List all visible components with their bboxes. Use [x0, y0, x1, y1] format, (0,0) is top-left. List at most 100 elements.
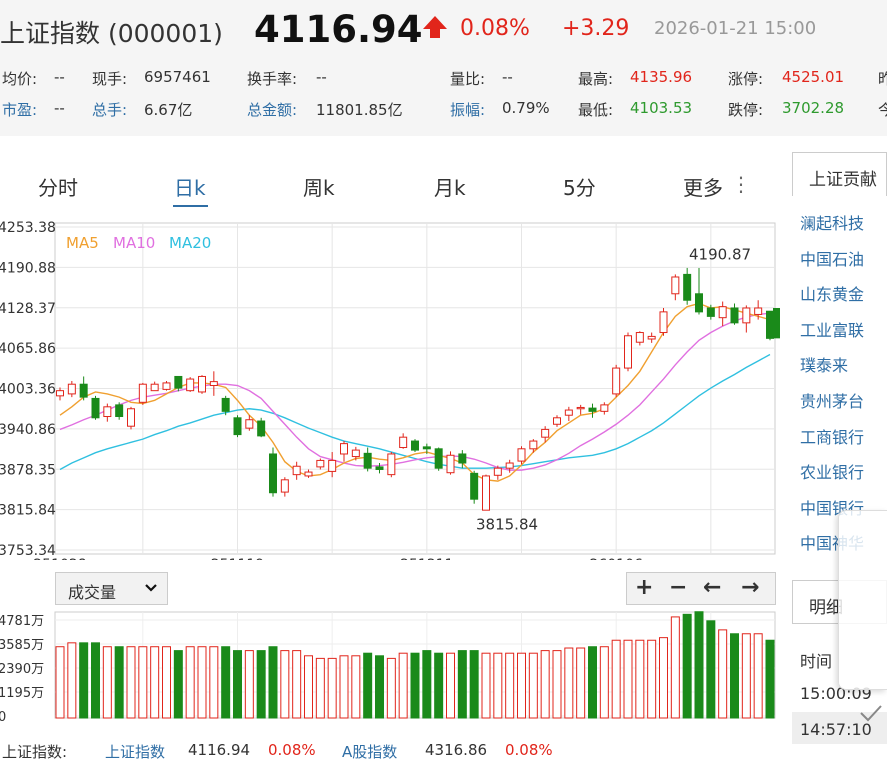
- high-annotation: 4190.87: [689, 245, 751, 263]
- tab-0[interactable]: 分时: [38, 176, 78, 200]
- stat-label: 最高:: [578, 70, 614, 88]
- contribution-tab[interactable]: 上证贡献: [792, 152, 887, 196]
- candle: [564, 406, 573, 422]
- candle: [328, 452, 337, 478]
- active-tab-underline: [173, 205, 208, 207]
- checkmark-icon[interactable]: [858, 700, 884, 730]
- candle: [186, 377, 195, 392]
- stock-link[interactable]: 中国石油: [800, 249, 865, 269]
- candle: [56, 387, 64, 401]
- stock-link[interactable]: 璞泰来: [800, 356, 849, 376]
- candle: [695, 267, 703, 315]
- stat-label: 跌停:: [728, 101, 764, 119]
- volume-bar: [741, 633, 751, 719]
- candle: [174, 375, 183, 392]
- stock-link[interactable]: 山东黄金: [800, 285, 865, 305]
- candle: [635, 331, 644, 346]
- tab-2[interactable]: 周k: [303, 176, 335, 200]
- volume-bar: [528, 652, 538, 719]
- candle: [541, 426, 550, 443]
- volume-bar: [694, 611, 704, 719]
- candle: [138, 382, 147, 405]
- volume-bar: [162, 646, 171, 719]
- volume-bar: [753, 633, 763, 719]
- arrow-left-icon[interactable]: ←: [703, 575, 722, 600]
- arrow-right-icon[interactable]: →: [741, 575, 760, 600]
- volume-bar: [304, 655, 313, 719]
- stock-link[interactable]: 贵州茅台: [800, 392, 865, 411]
- candle: [422, 443, 431, 454]
- more-dots-icon[interactable]: ⋮: [731, 172, 751, 196]
- stat-label: 最低:: [578, 101, 614, 119]
- tab-5[interactable]: 更多: [683, 176, 723, 200]
- volume-bar: [351, 655, 361, 719]
- volume-bar: [718, 629, 728, 719]
- candle: [233, 415, 242, 438]
- volume-bar: [292, 650, 302, 719]
- candle: [91, 395, 100, 420]
- candle: [517, 446, 526, 465]
- stat-label: 量比:: [450, 70, 486, 88]
- floating-panel[interactable]: [838, 510, 887, 690]
- candle: [754, 300, 763, 320]
- volume-bar: [446, 652, 455, 719]
- candle: [493, 465, 502, 480]
- y-tick-label: 3753.34: [0, 543, 56, 559]
- tab-4[interactable]: 5分: [563, 176, 596, 200]
- volume-bar: [91, 642, 100, 719]
- volume-bar: [422, 650, 432, 719]
- candle: [529, 439, 538, 453]
- index-price: 4116.94: [254, 8, 423, 51]
- x-tick-label: 251211: [400, 557, 453, 560]
- volume-bar: [280, 650, 290, 719]
- zoom-out-icon[interactable]: −: [669, 575, 688, 600]
- candle: [671, 274, 680, 301]
- volume-bar: [185, 646, 195, 719]
- stat-value: --: [502, 68, 513, 86]
- candle: [742, 305, 751, 333]
- candle: [340, 441, 348, 462]
- candle: [257, 417, 266, 438]
- y-tick-label: 3878.35: [0, 462, 56, 478]
- volume-tick-label: 0: [0, 710, 6, 725]
- tab-3[interactable]: 月k: [434, 176, 466, 200]
- stock-link[interactable]: 农业银行: [800, 463, 865, 483]
- volume-bar: [670, 616, 680, 719]
- stock-link[interactable]: 澜起科技: [800, 214, 865, 233]
- stat-label: 今: [878, 101, 887, 119]
- stat-value: 3702.28: [782, 99, 845, 117]
- volume-bar: [221, 646, 231, 719]
- indicator-select-label: 成交量: [68, 583, 117, 602]
- stock-link[interactable]: 工商银行: [800, 427, 865, 447]
- volume-bar: [67, 642, 77, 719]
- volume-bar: [611, 639, 621, 719]
- volume-bar: [138, 646, 148, 719]
- volume-bar: [256, 650, 266, 719]
- quote-item-1[interactable]: 上证指数: [105, 743, 166, 761]
- tab-1[interactable]: 日k: [174, 176, 206, 200]
- volume-bar: [197, 646, 207, 719]
- zoom-in-icon[interactable]: +: [635, 575, 654, 600]
- candle: [79, 376, 88, 401]
- kline-chart[interactable]: 4253.38 4190.88 4128.37 4065.86 4003.36 3940.…: [0, 215, 780, 560]
- candle: [600, 402, 609, 415]
- candle: [647, 332, 656, 343]
- candle: [399, 433, 408, 449]
- volume-bar: [315, 657, 325, 719]
- stat-label: 总金额:: [247, 101, 298, 119]
- stock-link[interactable]: 工业富联: [800, 320, 865, 340]
- candle: [162, 380, 171, 391]
- volume-bar: [505, 652, 515, 719]
- legend-ma20: MA20: [169, 234, 211, 252]
- candle: [245, 415, 254, 431]
- volume-bar: [576, 647, 586, 719]
- candle: [150, 381, 159, 392]
- indicator-select[interactable]: 成交量: [55, 572, 168, 605]
- volume-bar: [765, 639, 775, 719]
- up-arrow-icon: [422, 14, 448, 44]
- volume-bar: [209, 646, 219, 719]
- volume-chart: 4781万 3585万 2390万 1195万 0: [0, 611, 776, 725]
- quote-datetime: 2026-01-21 15:00: [654, 18, 817, 39]
- quote-item-4[interactable]: A股指数: [342, 743, 398, 761]
- volume-bar: [150, 646, 160, 719]
